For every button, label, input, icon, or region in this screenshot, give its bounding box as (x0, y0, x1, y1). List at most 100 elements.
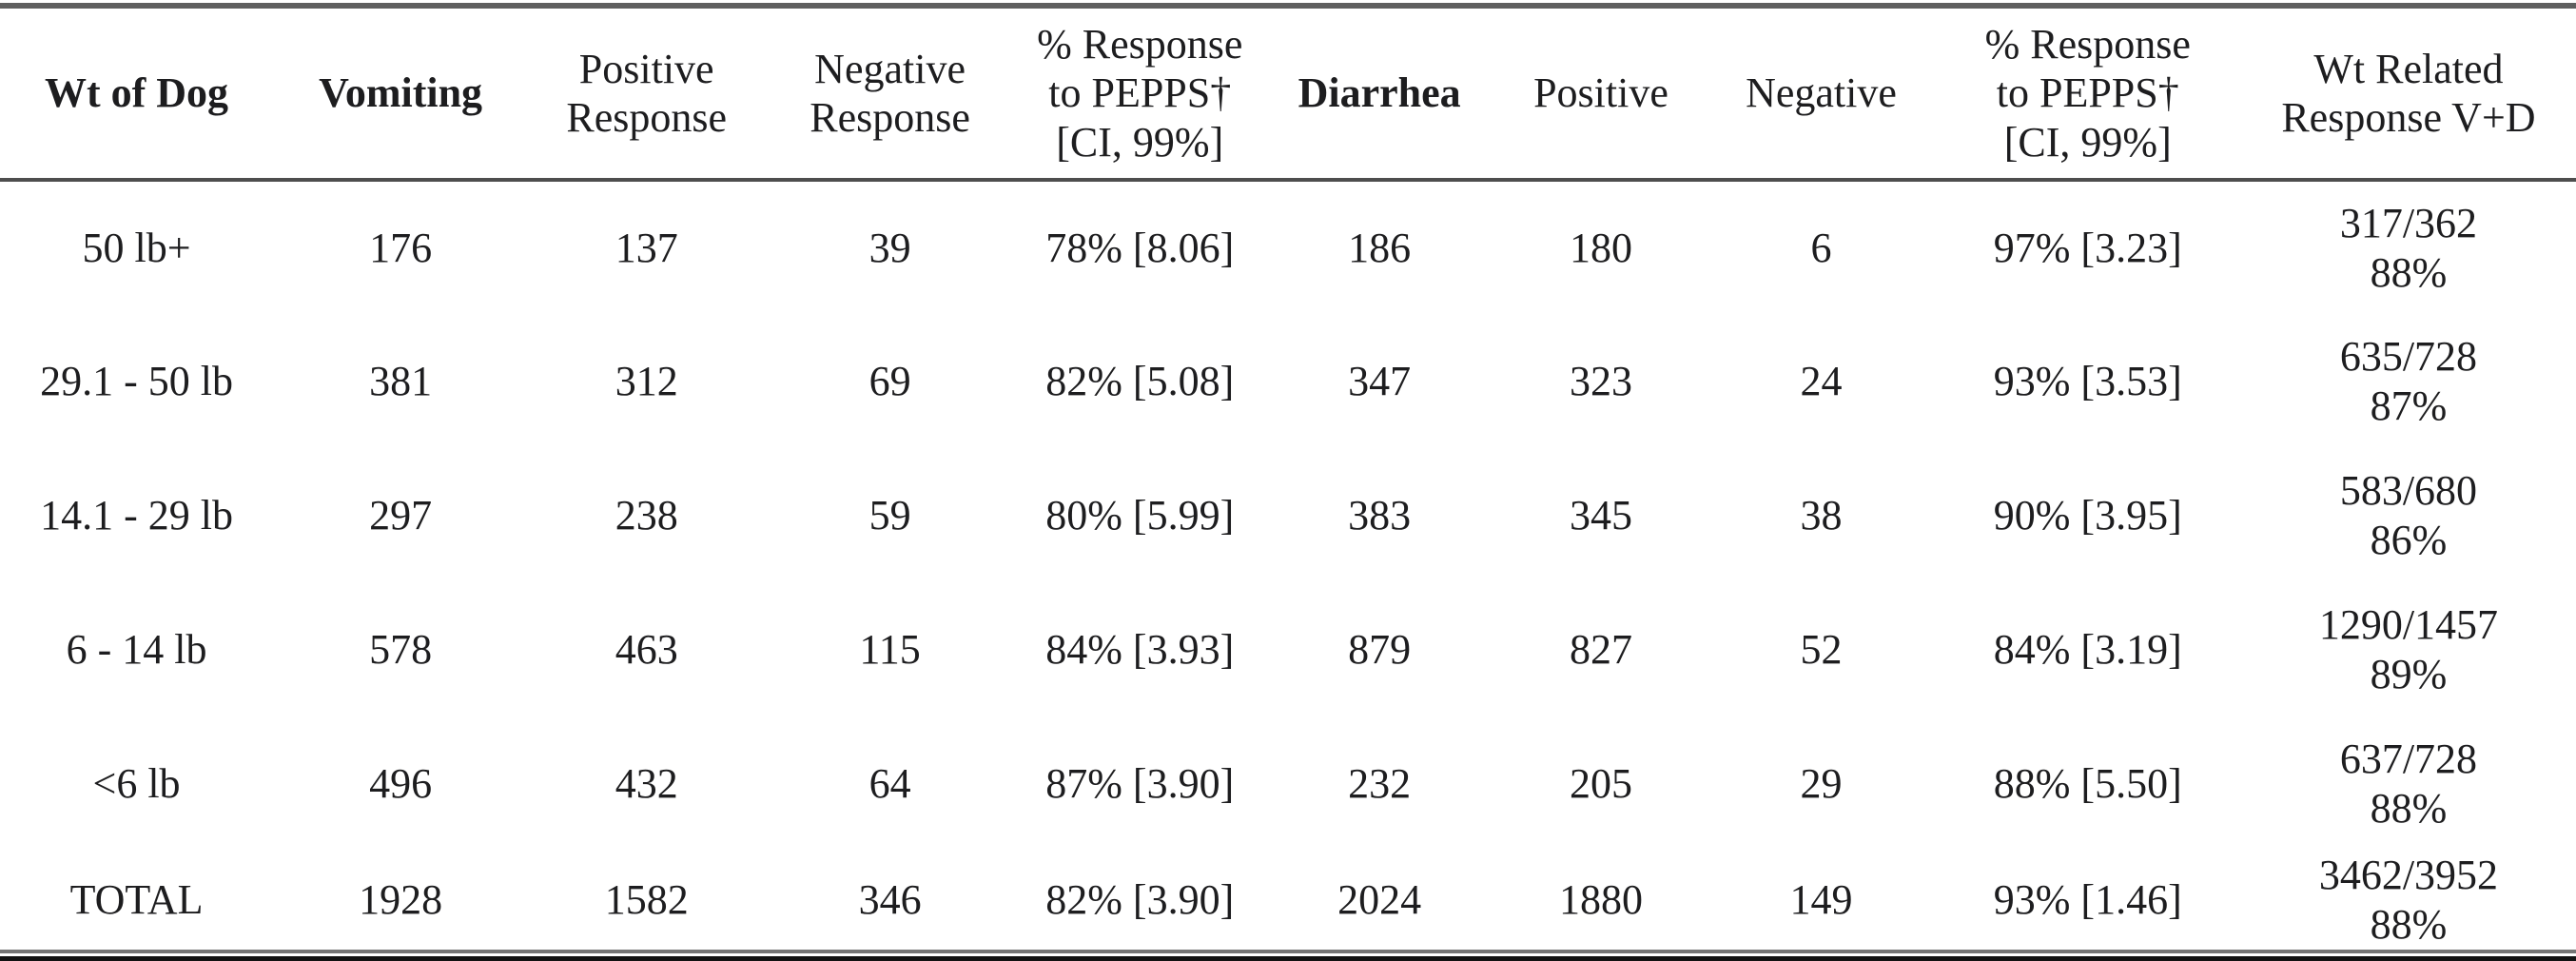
cell-vomiting-pct-response: 82% [5.08] (1045, 357, 1235, 404)
header-cell-wt-related-response: Wt Related Response V+D (2240, 9, 2576, 182)
cell-vomiting-positive: 238 (615, 491, 678, 539)
cell-percent-value: 88% (2370, 900, 2448, 948)
header-cell-vomiting-negative-response: Negative Response (765, 9, 1015, 182)
cell-vomiting-n: 496 (369, 759, 433, 807)
cell-wt-of-dog: <6 lb (92, 759, 181, 807)
header-label-line: % Response (1984, 21, 2191, 69)
cell-wt-related-response: 1290/1457 89% (2241, 582, 2576, 716)
cell-vomiting-negative: 59 (868, 491, 911, 539)
table-row-total: TOTAL 1928 1582 346 82% [3.90] 2024 1880… (0, 851, 2576, 950)
cell-vomiting-positive: 432 (615, 759, 678, 807)
header-cell-vomiting-pct-response: % Response to PEPPS† [CI, 99%] (1014, 9, 1265, 182)
cell-vomiting-n: 578 (369, 625, 433, 673)
cell-vomiting-negative: 39 (868, 224, 911, 271)
header-cell-diarrhea-pct-response: % Response to PEPPS† [CI, 99%] (1934, 9, 2241, 182)
cell-diarrhea-positive: 323 (1569, 357, 1632, 404)
header-label-line: to PEPPS† (1996, 69, 2179, 117)
header-label-line: Wt of Dog (44, 69, 229, 117)
cell-vomiting-pct-response: 87% [3.90] (1045, 759, 1235, 807)
cell-diarrhea-negative: 52 (1800, 625, 1843, 673)
header-cell-vomiting-positive-response: Positive Response (528, 9, 766, 182)
header-label-line: Positive (1533, 69, 1669, 117)
header-label-line: Vomiting (319, 69, 483, 117)
header-label-line: Diarrhea (1298, 69, 1461, 117)
cell-vomiting-positive: 1582 (604, 876, 689, 924)
header-label-line: Response (810, 94, 970, 141)
header-cell-diarrhea-positive: Positive (1493, 9, 1708, 182)
cell-vomiting-n: 1928 (359, 876, 443, 924)
cell-vomiting-n: 381 (369, 357, 433, 404)
dose-response-table: Wt of Dog Vomiting Positive Response Neg… (0, 9, 2576, 950)
cell-diarrhea-positive: 827 (1569, 625, 1632, 673)
header-cell-wt-of-dog: Wt of Dog (0, 9, 274, 182)
header-label-line: [CI, 99%] (2003, 118, 2172, 166)
table-row-6-14lb: 6 - 14 lb 578 463 115 84% [3.93] 879 827… (0, 582, 2576, 716)
cell-percent-value: 86% (2370, 516, 2448, 563)
cell-fraction-value: 3462/3952 (2318, 852, 2499, 898)
cell-diarrhea-positive: 205 (1569, 759, 1632, 807)
cell-wt-related-response: 583/680 86% (2241, 448, 2576, 582)
cell-diarrhea-negative: 6 (1810, 224, 1832, 271)
cell-wt-related-response: 317/362 88% (2241, 180, 2576, 314)
cell-vomiting-positive: 312 (615, 357, 678, 404)
cell-fraction-value: 637/728 (2339, 735, 2478, 782)
cell-diarrhea-negative: 38 (1800, 491, 1843, 539)
cell-percent-value: 88% (2370, 248, 2448, 296)
header-label-line: [CI, 99%] (1056, 118, 1224, 166)
header-label-line: Wt Related (2313, 45, 2504, 92)
top-rule (0, 3, 2576, 9)
cell-diarrhea-negative: 29 (1800, 759, 1843, 807)
header-label-line: Positive (578, 45, 714, 92)
cell-diarrhea-pct-response: 97% [3.23] (1993, 224, 2182, 271)
cell-vomiting-negative: 69 (868, 357, 911, 404)
cell-vomiting-pct-response: 78% [8.06] (1045, 224, 1235, 271)
header-label-line: to PEPPS† (1048, 69, 1232, 117)
cell-diarrhea-pct-response: 88% [5.50] (1993, 759, 2182, 807)
bottom-edge-bar (0, 955, 2576, 961)
cell-wt-of-dog: TOTAL (69, 876, 204, 924)
cell-diarrhea-positive: 1880 (1558, 876, 1643, 924)
header-cell-diarrhea-negative: Negative (1708, 9, 1935, 182)
cell-diarrhea-positive: 345 (1569, 491, 1632, 539)
header-label-line: % Response (1037, 21, 1243, 69)
cell-diarrhea-n: 347 (1348, 357, 1412, 404)
cell-fraction-value: 583/680 (2339, 466, 2478, 514)
cell-wt-of-dog: 14.1 - 29 lb (40, 491, 233, 539)
cell-fraction-value: 635/728 (2339, 332, 2478, 380)
cell-vomiting-negative: 64 (868, 759, 911, 807)
cell-wt-of-dog: 6 - 14 lb (66, 625, 207, 673)
cell-wt-related-response: 637/728 88% (2241, 716, 2576, 851)
cell-diarrhea-n: 383 (1348, 491, 1412, 539)
table-row-50lb-plus: 50 lb+ 176 137 39 78% [8.06] 186 180 6 9… (0, 180, 2576, 314)
cell-diarrhea-pct-response: 90% [3.95] (1993, 491, 2182, 539)
cell-wt-of-dog: 50 lb+ (82, 224, 191, 271)
table-row-under-6lb: <6 lb 496 432 64 87% [3.90] 232 205 29 8… (0, 716, 2576, 851)
bottom-rule (0, 949, 2576, 953)
cell-vomiting-positive: 463 (615, 625, 678, 673)
header-cell-vomiting: Vomiting (273, 9, 529, 182)
cell-diarrhea-n: 879 (1348, 625, 1412, 673)
cell-vomiting-negative: 115 (859, 625, 921, 673)
header-label-line: Negative (1746, 69, 1897, 117)
cell-vomiting-pct-response: 80% [5.99] (1045, 491, 1235, 539)
table-row-14-29lb: 14.1 - 29 lb 297 238 59 80% [5.99] 383 3… (0, 448, 2576, 582)
cell-diarrhea-n: 2024 (1337, 876, 1422, 924)
cell-diarrhea-negative: 24 (1800, 357, 1843, 404)
cell-diarrhea-positive: 180 (1569, 224, 1632, 271)
cell-vomiting-negative: 346 (858, 876, 922, 924)
header-label-line: Response (566, 94, 728, 141)
cell-wt-related-response: 3462/3952 88% (2241, 851, 2576, 950)
table-header: Wt of Dog Vomiting Positive Response Neg… (0, 9, 2576, 182)
cell-percent-value: 88% (2370, 784, 2448, 832)
table-row-29-50lb: 29.1 - 50 lb 381 312 69 82% [5.08] 347 3… (0, 314, 2576, 448)
header-label-line: Response V+D (2281, 94, 2536, 141)
cell-diarrhea-pct-response: 93% [1.46] (1993, 876, 2182, 924)
cell-diarrhea-n: 186 (1348, 224, 1412, 271)
header-cell-diarrhea: Diarrhea (1264, 9, 1494, 182)
header-label-line: Negative (814, 45, 966, 92)
cell-vomiting-pct-response: 82% [3.90] (1045, 876, 1235, 924)
cell-vomiting-pct-response: 84% [3.93] (1045, 625, 1235, 673)
header-row: Wt of Dog Vomiting Positive Response Neg… (0, 9, 2576, 182)
cell-vomiting-n: 176 (369, 224, 433, 271)
